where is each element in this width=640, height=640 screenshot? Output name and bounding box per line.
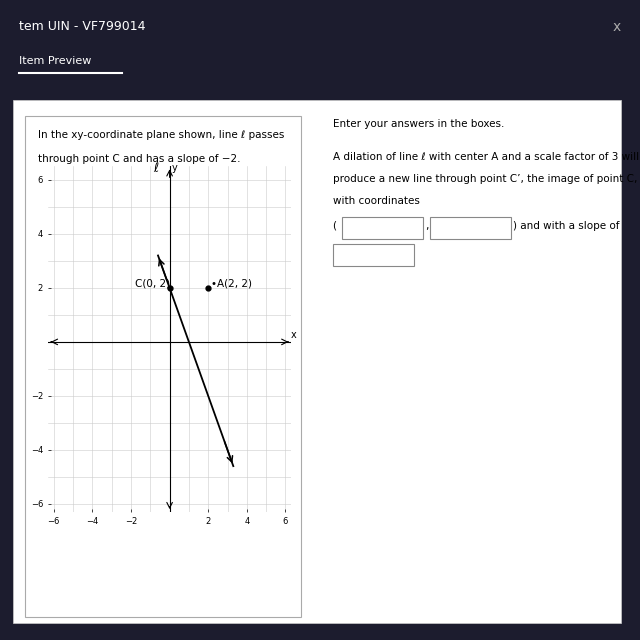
Text: C(0, 2): C(0, 2)	[135, 278, 170, 289]
Text: ,: ,	[425, 221, 428, 231]
Text: ℓ: ℓ	[153, 162, 158, 175]
Text: In the xy-coordinate plane shown, line ℓ passes: In the xy-coordinate plane shown, line ℓ…	[38, 130, 284, 140]
Text: A dilation of line ℓ with center A and a scale factor of 3 will: A dilation of line ℓ with center A and a…	[333, 152, 639, 162]
FancyBboxPatch shape	[430, 217, 511, 239]
FancyBboxPatch shape	[342, 217, 424, 239]
FancyBboxPatch shape	[25, 116, 301, 617]
Text: produce a new line through point C’, the image of point C,: produce a new line through point C’, the…	[333, 174, 637, 184]
Text: with coordinates: with coordinates	[333, 196, 419, 206]
Text: (: (	[333, 221, 337, 231]
Text: y: y	[172, 163, 177, 173]
FancyBboxPatch shape	[13, 100, 621, 623]
FancyBboxPatch shape	[333, 244, 414, 266]
Text: ) and with a slope of: ) and with a slope of	[513, 221, 619, 231]
Text: x: x	[291, 330, 296, 340]
Text: •A(2, 2): •A(2, 2)	[211, 278, 252, 289]
Text: through point C and has a slope of −2.: through point C and has a slope of −2.	[38, 154, 240, 164]
Text: Enter your answers in the boxes.: Enter your answers in the boxes.	[333, 119, 504, 129]
Text: x: x	[612, 20, 621, 34]
Text: tem UIN - VF799014: tem UIN - VF799014	[19, 20, 146, 33]
Text: Item Preview: Item Preview	[19, 56, 92, 67]
